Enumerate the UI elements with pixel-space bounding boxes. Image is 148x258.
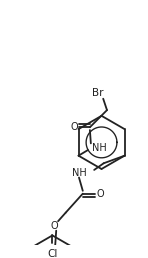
Text: NH: NH — [72, 168, 87, 178]
Text: O: O — [50, 221, 58, 231]
Text: O: O — [71, 122, 79, 132]
Text: NH: NH — [92, 143, 107, 153]
Text: Cl: Cl — [47, 249, 58, 258]
Text: O: O — [96, 189, 104, 199]
Text: Br: Br — [92, 88, 103, 98]
